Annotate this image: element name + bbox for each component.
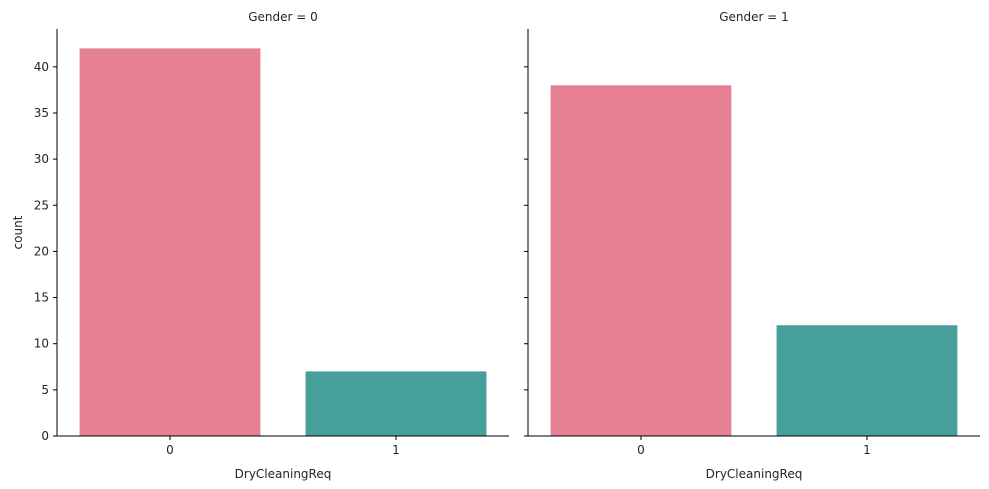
y-tick-label-0-5: 25	[34, 198, 49, 212]
bar-1-1	[776, 325, 958, 436]
x-tick-label-0-1: 1	[392, 443, 400, 457]
x-axis-label-1: DryCleaningReq	[706, 467, 803, 481]
y-tick-label-0-2: 10	[34, 337, 49, 351]
bar-1-0	[550, 85, 732, 437]
y-tick-label-0-7: 35	[34, 106, 49, 120]
bar-0-1	[305, 371, 487, 436]
x-tick-label-1-1: 1	[863, 443, 871, 457]
x-tick-label-0-0: 0	[166, 443, 174, 457]
y-tick-label-0-4: 20	[34, 244, 49, 258]
panel-title-1: Gender = 1	[719, 10, 789, 24]
y-tick-label-0-0: 0	[41, 429, 49, 443]
x-tick-label-1-0: 0	[637, 443, 645, 457]
x-axis-label-0: DryCleaningReq	[235, 467, 332, 481]
bar-0-0	[79, 48, 261, 436]
y-tick-label-0-6: 30	[34, 152, 49, 166]
y-axis-label-0: count	[11, 215, 25, 249]
y-tick-label-0-8: 40	[34, 60, 49, 74]
panel-title-0: Gender = 0	[248, 10, 318, 24]
y-tick-label-0-3: 15	[34, 291, 49, 305]
y-tick-label-0-1: 5	[41, 383, 49, 397]
